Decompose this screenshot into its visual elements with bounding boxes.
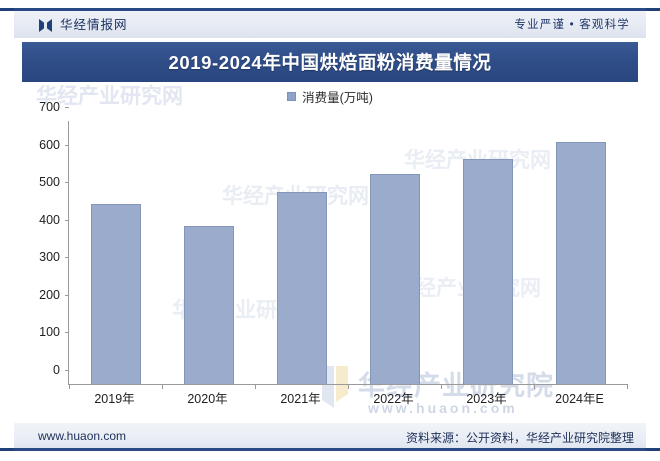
chart-legend: 消费量(万吨) — [22, 87, 638, 106]
footer-website[interactable]: www.huaon.com — [38, 429, 127, 443]
brand-name: 华经情报网 — [60, 17, 128, 32]
x-axis-tick-label: 2019年 — [94, 392, 135, 406]
y-axis-tick-label: 100 — [29, 325, 69, 339]
chart-area: 华经产业研究网 华经产业研究网 华经产业研究网 华经产业研究网 华经产业研究网 … — [22, 82, 638, 418]
y-axis-tick-label: 500 — [29, 175, 69, 189]
bowtie-logo-icon — [38, 18, 53, 33]
y-axis-tick-label: 300 — [29, 250, 69, 264]
legend-label: 消费量(万吨) — [302, 91, 373, 105]
x-axis-tick-label: 2020年 — [187, 392, 228, 406]
x-axis-tick-mark — [348, 384, 349, 389]
bar — [462, 158, 513, 384]
y-axis-tick-label: 600 — [29, 138, 69, 152]
bar — [369, 173, 420, 384]
bar — [276, 192, 327, 384]
plot-area: 0 100 200 300 400 500 600 700 — [39, 100, 628, 389]
y-axis-tick-label: 400 — [29, 213, 69, 227]
y-axis-tick-label: 700 — [29, 100, 69, 114]
x-axis-tick-mark — [627, 384, 628, 389]
bar — [90, 203, 141, 384]
footer-bar — [0, 423, 660, 451]
x-axis-tick-mark — [162, 384, 163, 389]
y-axis-tick-label: 200 — [29, 288, 69, 302]
x-axis-tick-mark — [255, 384, 256, 389]
footer-source: 资料来源：公开资料，华经产业研究院整理 — [405, 431, 634, 445]
legend-swatch-icon — [287, 92, 297, 101]
x-axis-tick-mark — [441, 384, 442, 389]
x-axis-tick-mark — [69, 384, 70, 389]
brand: 华经情报网 — [38, 15, 128, 35]
x-axis-tick-label: 2023年 — [466, 392, 507, 406]
chart-title-bar: 2019-2024年中国烘焙面粉消费量情况 — [22, 42, 638, 82]
bar-series — [69, 121, 627, 384]
header-tagline: 专业严谨 • 客观科学 — [514, 19, 630, 31]
x-axis-tick-label: 2021年 — [280, 392, 321, 406]
x-axis-labels: 2019年 2020年 2021年 2022年 2023年 2024年E — [68, 388, 626, 410]
header-bar — [0, 8, 660, 38]
chart-title: 2019-2024年中国烘焙面粉消费量情况 — [168, 52, 492, 73]
bar — [183, 226, 234, 384]
y-axis-tick-label: 0 — [29, 363, 69, 377]
x-axis-tick-label: 2022年 — [373, 392, 414, 406]
bar — [555, 141, 606, 384]
x-axis-tick-label: 2024年E — [555, 392, 604, 406]
x-axis-tick-mark — [534, 384, 535, 389]
